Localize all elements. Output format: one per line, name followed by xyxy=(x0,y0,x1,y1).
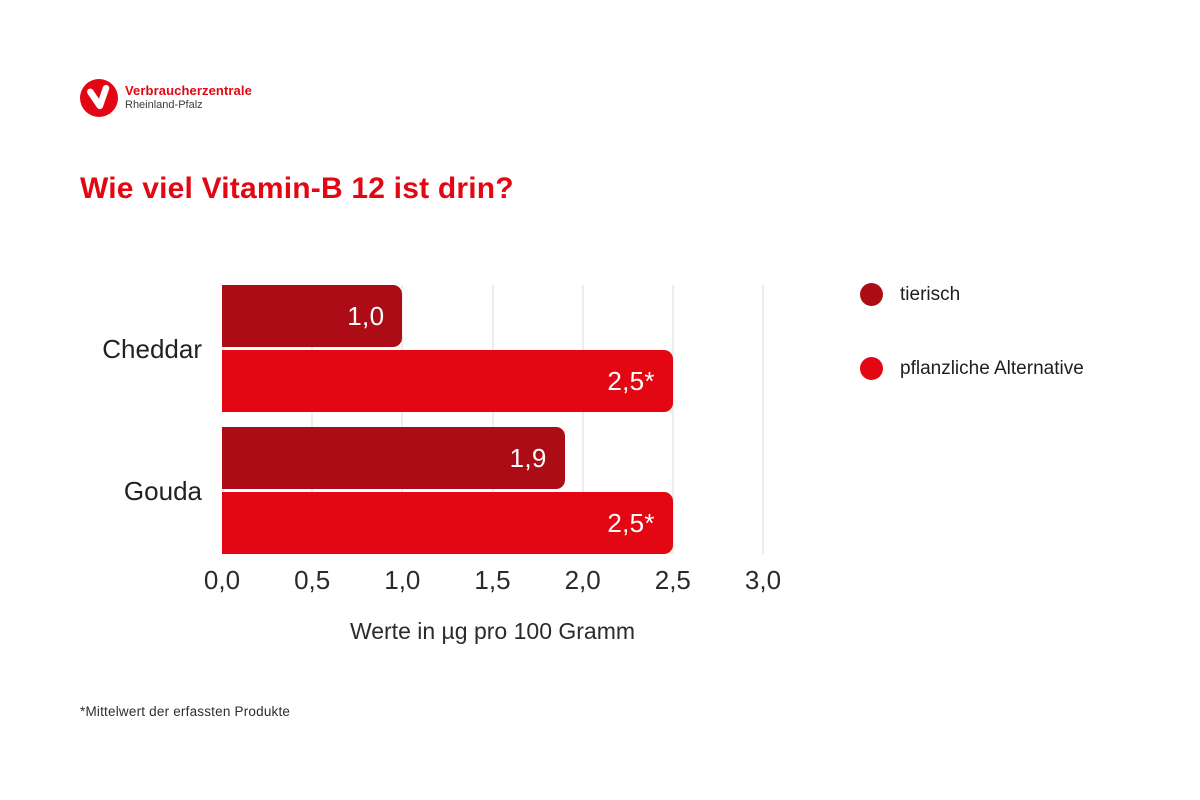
bar-value-label: 1,9 xyxy=(509,442,547,473)
gridline xyxy=(671,285,674,554)
legend-label: tierisch xyxy=(900,283,961,305)
x-tick-label: 2,5 xyxy=(654,565,691,595)
x-tick-label: 1,5 xyxy=(474,565,511,595)
gridline xyxy=(491,285,494,554)
gridline xyxy=(401,285,404,554)
x-tick-label: 0,0 xyxy=(203,565,241,595)
category-label-cheddar: Cheddar xyxy=(102,333,202,364)
gridline xyxy=(311,285,314,554)
legend-item-tierisch: tierisch xyxy=(860,283,960,306)
footnote: *Mittelwert der erfassten Produkte xyxy=(80,704,291,719)
bar-value-label: 2,5* xyxy=(607,365,655,396)
legend-swatch-icon xyxy=(860,283,883,306)
brand-v-icon xyxy=(80,79,118,117)
x-tick-label: 1,0 xyxy=(384,565,421,595)
category-label-gouda: Gouda xyxy=(123,475,202,506)
v-checkmark-icon xyxy=(80,79,118,117)
x-tick-label: 2,0 xyxy=(564,565,601,595)
bar-cheddar-pflanzliche: 2,5* xyxy=(222,350,673,412)
bar-gouda-tierisch: 1,9 xyxy=(222,427,565,489)
brand-region: Rheinland-Pfalz xyxy=(125,99,203,112)
brand-name: Verbraucherzentrale xyxy=(125,83,252,99)
x-tick-label: 3,0 xyxy=(744,565,782,595)
bar-value-label: 1,0 xyxy=(347,300,385,331)
x-axis-title: Werte in µg pro 100 Gramm xyxy=(349,618,636,644)
brand-logo: Verbraucherzentrale Rheinland-Pfalz xyxy=(80,79,252,117)
legend-label: pflanzliche Alternative xyxy=(900,357,1084,379)
chart-title: Wie viel Vitamin-B 12 ist drin? xyxy=(80,172,514,205)
gridline xyxy=(581,285,584,554)
bar-cheddar-tierisch: 1,0 xyxy=(222,285,403,347)
legend-swatch-icon xyxy=(860,357,883,380)
x-tick-label: 0,5 xyxy=(294,565,331,595)
bar-gouda-pflanzliche: 2,5* xyxy=(222,492,673,554)
legend-item-pflanzliche: pflanzliche Alternative xyxy=(860,357,1084,380)
bar-value-label: 2,5* xyxy=(607,507,655,538)
brand-text: Verbraucherzentrale Rheinland-Pfalz xyxy=(125,83,252,112)
gridline xyxy=(762,285,764,554)
